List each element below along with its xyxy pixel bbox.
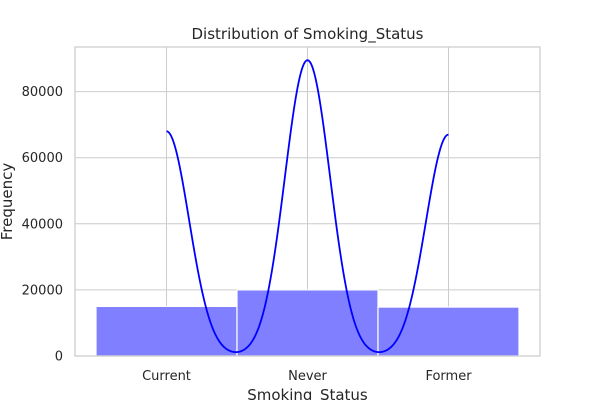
y-tick-label: 20000 [22, 283, 63, 298]
y-tick-labels: 0 20000 40000 60000 80000 [22, 85, 63, 364]
y-tick-label: 80000 [22, 85, 63, 100]
x-tick-label: Current [142, 369, 191, 384]
bars [95, 289, 520, 357]
kde-curve [166, 59, 449, 354]
x-axis-label: Smoking_Status [247, 386, 368, 400]
grid [75, 47, 540, 357]
y-tick-label: 0 [55, 350, 63, 365]
bar-current [95, 305, 238, 357]
bar-never [236, 289, 379, 357]
x-tick-labels: Current Never Former [142, 369, 472, 384]
x-tick-label: Former [425, 369, 472, 384]
x-tick-label: Never [288, 369, 327, 384]
y-axis-label: Frequency [0, 163, 16, 241]
chart-title: Distribution of Smoking_Status [192, 25, 424, 44]
y-tick-label: 60000 [22, 151, 63, 166]
bar-former [377, 306, 520, 357]
kde-line [166, 59, 449, 354]
plot-frame [74, 46, 541, 357]
y-tick-label: 40000 [22, 217, 63, 232]
